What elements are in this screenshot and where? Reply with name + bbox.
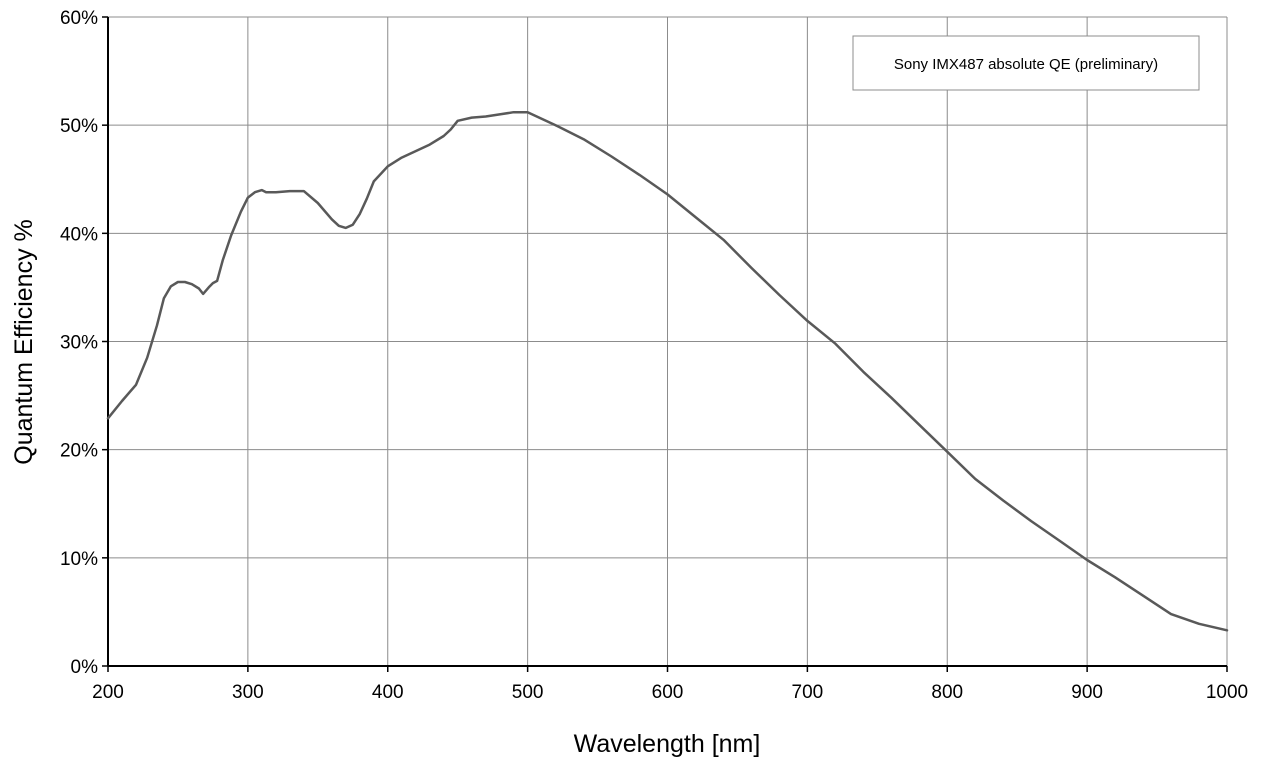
series-layer xyxy=(106,110,1229,632)
legend: Sony IMX487 absolute QE (preliminary) xyxy=(852,35,1200,91)
legend-entry: Sony IMX487 absolute QE (preliminary) xyxy=(894,56,1158,73)
x-tick-label: 1000 xyxy=(1206,682,1248,703)
y-tick-label: 10% xyxy=(60,549,98,570)
x-tick-label: 300 xyxy=(232,682,264,703)
x-tick-label: 900 xyxy=(1071,682,1103,703)
x-tick-label: 700 xyxy=(792,682,824,703)
tick-labels: 0% 10% 20% 30% 40% 50% 60% 200 300 400 500 600 700 80… xyxy=(60,8,1248,703)
y-tick-label: 50% xyxy=(60,116,98,137)
legend-box xyxy=(852,35,1200,91)
y-tick-label: 40% xyxy=(60,224,98,245)
x-tick-label: 400 xyxy=(372,682,404,703)
y-axis-title: Quantum Efficiency % xyxy=(10,219,38,464)
y-tick-label: 20% xyxy=(60,441,98,462)
grid xyxy=(108,16,1228,666)
axes xyxy=(102,16,1228,672)
x-tick-label: 600 xyxy=(652,682,684,703)
qe-series-line xyxy=(106,110,1229,632)
y-tick-label: 0% xyxy=(71,657,99,678)
y-tick-label: 60% xyxy=(60,8,98,29)
x-tick-label: 200 xyxy=(92,682,124,703)
y-tick-label: 30% xyxy=(60,333,98,354)
x-tick-label: 500 xyxy=(512,682,544,703)
x-tick-label: 800 xyxy=(931,682,963,703)
x-axis-title: Wavelength [nm] xyxy=(574,730,761,758)
